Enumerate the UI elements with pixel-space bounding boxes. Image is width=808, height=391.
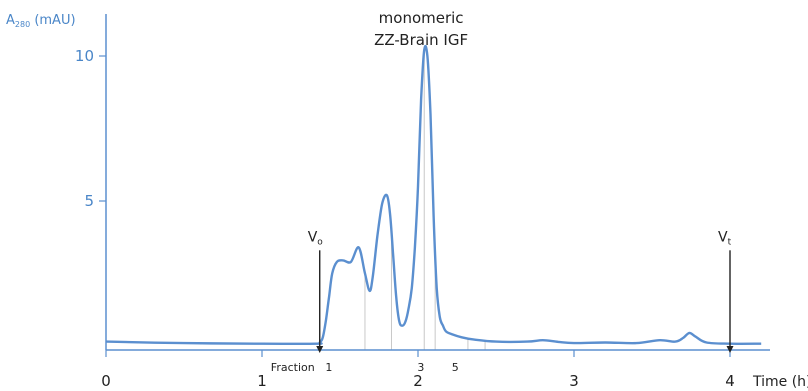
fraction-lines xyxy=(319,51,486,350)
fraction-labels: Fraction 1 3 5 xyxy=(271,361,459,374)
fraction-number: 1 xyxy=(325,361,332,374)
marker-label: Vo xyxy=(308,229,324,247)
peak-annotations: monomeric ZZ-Brain IGF xyxy=(374,9,468,49)
x-tick-label: 0 xyxy=(101,372,111,390)
x-tick-label: 2 xyxy=(413,372,423,390)
fraction-number: 3 xyxy=(417,361,424,374)
y-ticks: 5 10 xyxy=(75,47,106,210)
x-tick-label: 4 xyxy=(725,372,735,390)
fraction-label: Fraction xyxy=(271,361,315,374)
peak-annotation-line: ZZ-Brain IGF xyxy=(374,31,468,49)
chromatogram-trace xyxy=(105,44,762,346)
marker-arrowhead xyxy=(316,346,324,353)
marker-arrowhead xyxy=(726,346,734,353)
fraction-number: 5 xyxy=(452,361,459,374)
y-tick-label: 5 xyxy=(84,192,94,210)
x-axis-label: Time (h) xyxy=(752,374,808,390)
y-axis-label: A280 (mAU) xyxy=(6,13,76,29)
x-tick-label: 3 xyxy=(569,372,579,390)
void-volume-markers: Vo Vt xyxy=(308,229,734,353)
x-tick-label: 1 xyxy=(257,372,267,390)
marker-label: Vt xyxy=(718,229,732,247)
y-tick-label: 10 xyxy=(75,47,94,65)
peak-annotation-line: monomeric xyxy=(379,9,464,27)
